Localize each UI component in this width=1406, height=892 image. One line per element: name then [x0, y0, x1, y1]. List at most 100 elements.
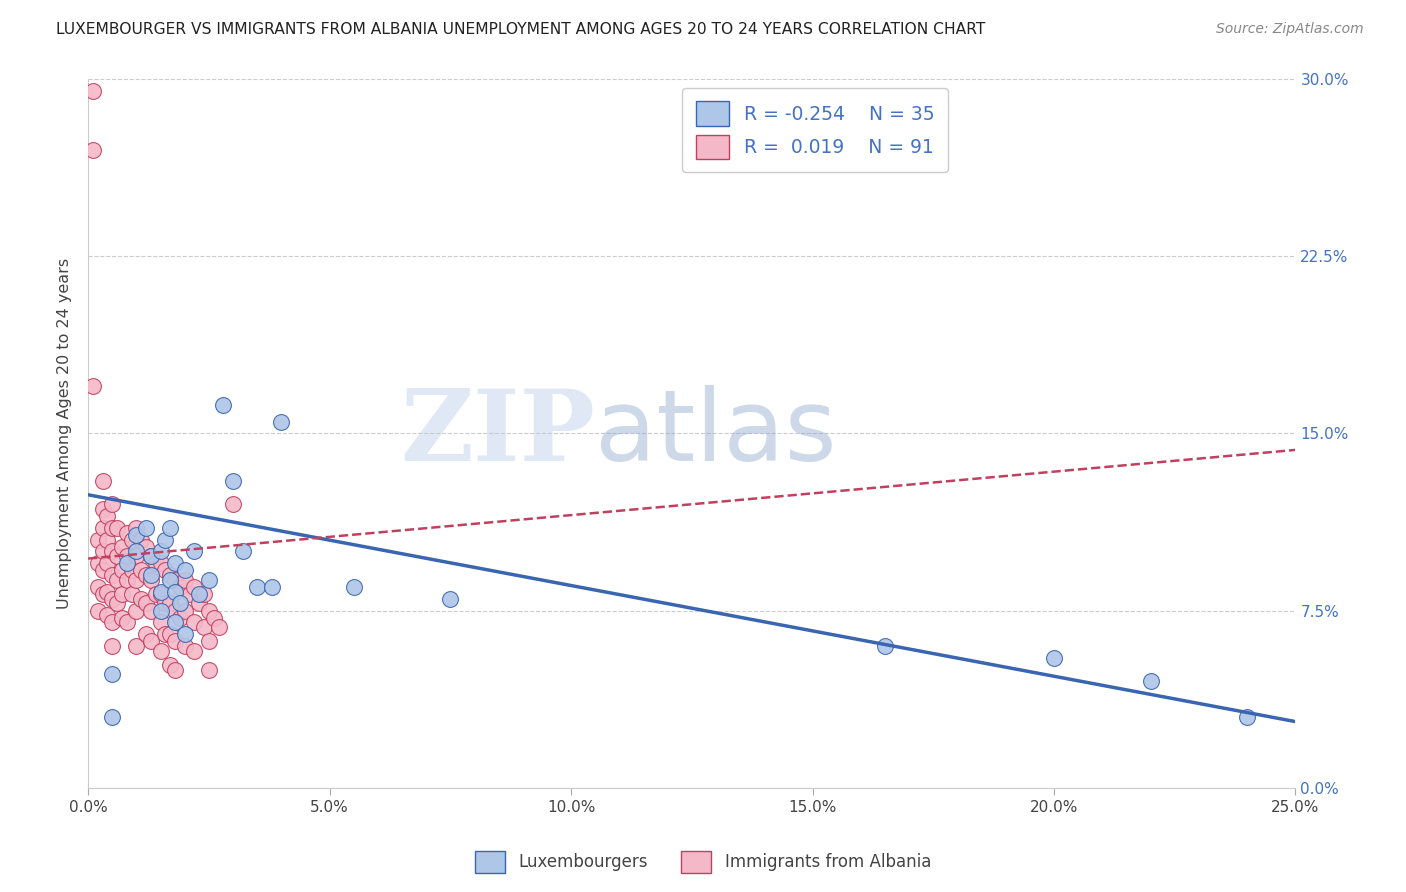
- Point: [111, 563, 134, 577]
- Point: [207, 620, 229, 634]
- Point: [96, 509, 118, 524]
- Point: [91, 544, 114, 558]
- Point: [173, 603, 195, 617]
- Point: [155, 597, 177, 611]
- Text: Source: ZipAtlas.com: Source: ZipAtlas.com: [1216, 22, 1364, 37]
- Point: [173, 573, 195, 587]
- Point: [91, 521, 114, 535]
- Point: [115, 549, 138, 564]
- Point: [222, 497, 245, 511]
- Point: [105, 597, 128, 611]
- Point: [165, 584, 187, 599]
- Point: [198, 634, 221, 648]
- Point: [91, 474, 114, 488]
- Point: [125, 573, 148, 587]
- Point: [96, 584, 118, 599]
- Point: [121, 533, 143, 547]
- Point: [159, 657, 181, 672]
- Point: [101, 521, 124, 535]
- Text: atlas: atlas: [595, 384, 837, 482]
- Point: [91, 502, 114, 516]
- Point: [149, 557, 172, 571]
- Point: [101, 497, 124, 511]
- Point: [183, 644, 205, 658]
- Point: [439, 591, 461, 606]
- Point: [165, 557, 187, 571]
- Point: [198, 663, 221, 677]
- Point: [105, 549, 128, 564]
- Point: [96, 608, 118, 623]
- Point: [183, 544, 205, 558]
- Point: [173, 627, 195, 641]
- Point: [125, 639, 148, 653]
- Point: [232, 544, 254, 558]
- Point: [159, 597, 181, 611]
- Point: [135, 597, 157, 611]
- Point: [125, 521, 148, 535]
- Point: [121, 587, 143, 601]
- Point: [101, 544, 124, 558]
- Point: [149, 615, 172, 630]
- Point: [198, 573, 221, 587]
- Point: [1139, 674, 1161, 689]
- Point: [149, 544, 172, 558]
- Point: [179, 587, 201, 601]
- Point: [1236, 710, 1258, 724]
- Point: [183, 615, 205, 630]
- Point: [87, 580, 110, 594]
- Point: [165, 573, 187, 587]
- Point: [165, 603, 187, 617]
- Point: [82, 84, 104, 98]
- Point: [135, 568, 157, 582]
- Point: [129, 533, 152, 547]
- Point: [188, 597, 211, 611]
- Point: [125, 603, 148, 617]
- Point: [139, 634, 162, 648]
- Point: [129, 591, 152, 606]
- Point: [260, 580, 283, 594]
- Point: [159, 627, 181, 641]
- Point: [125, 544, 148, 558]
- Point: [193, 587, 215, 601]
- Point: [165, 663, 187, 677]
- Point: [125, 528, 148, 542]
- Text: LUXEMBOURGER VS IMMIGRANTS FROM ALBANIA UNEMPLOYMENT AMONG AGES 20 TO 24 YEARS C: LUXEMBOURGER VS IMMIGRANTS FROM ALBANIA …: [56, 22, 986, 37]
- Point: [145, 587, 167, 601]
- Point: [87, 603, 110, 617]
- Legend: R = -0.254    N = 35, R =  0.019    N = 91: R = -0.254 N = 35, R = 0.019 N = 91: [682, 88, 948, 172]
- Point: [101, 667, 124, 681]
- Point: [270, 415, 292, 429]
- Point: [155, 563, 177, 577]
- Point: [165, 634, 187, 648]
- Point: [115, 573, 138, 587]
- Point: [139, 549, 162, 564]
- Point: [198, 603, 221, 617]
- Point: [129, 563, 152, 577]
- Point: [135, 521, 157, 535]
- Point: [202, 610, 225, 624]
- Point: [101, 710, 124, 724]
- Point: [101, 615, 124, 630]
- Point: [91, 563, 114, 577]
- Point: [193, 620, 215, 634]
- Point: [222, 474, 245, 488]
- Point: [105, 521, 128, 535]
- Point: [159, 568, 181, 582]
- Point: [145, 557, 167, 571]
- Point: [173, 563, 195, 577]
- Point: [149, 587, 172, 601]
- Point: [115, 525, 138, 540]
- Point: [159, 521, 181, 535]
- Point: [82, 379, 104, 393]
- Text: ZIP: ZIP: [401, 384, 595, 482]
- Point: [149, 644, 172, 658]
- Point: [873, 639, 896, 653]
- Point: [139, 603, 162, 617]
- Point: [91, 587, 114, 601]
- Point: [87, 557, 110, 571]
- Point: [111, 610, 134, 624]
- Point: [155, 533, 177, 547]
- Point: [135, 540, 157, 554]
- Point: [169, 580, 191, 594]
- Point: [101, 639, 124, 653]
